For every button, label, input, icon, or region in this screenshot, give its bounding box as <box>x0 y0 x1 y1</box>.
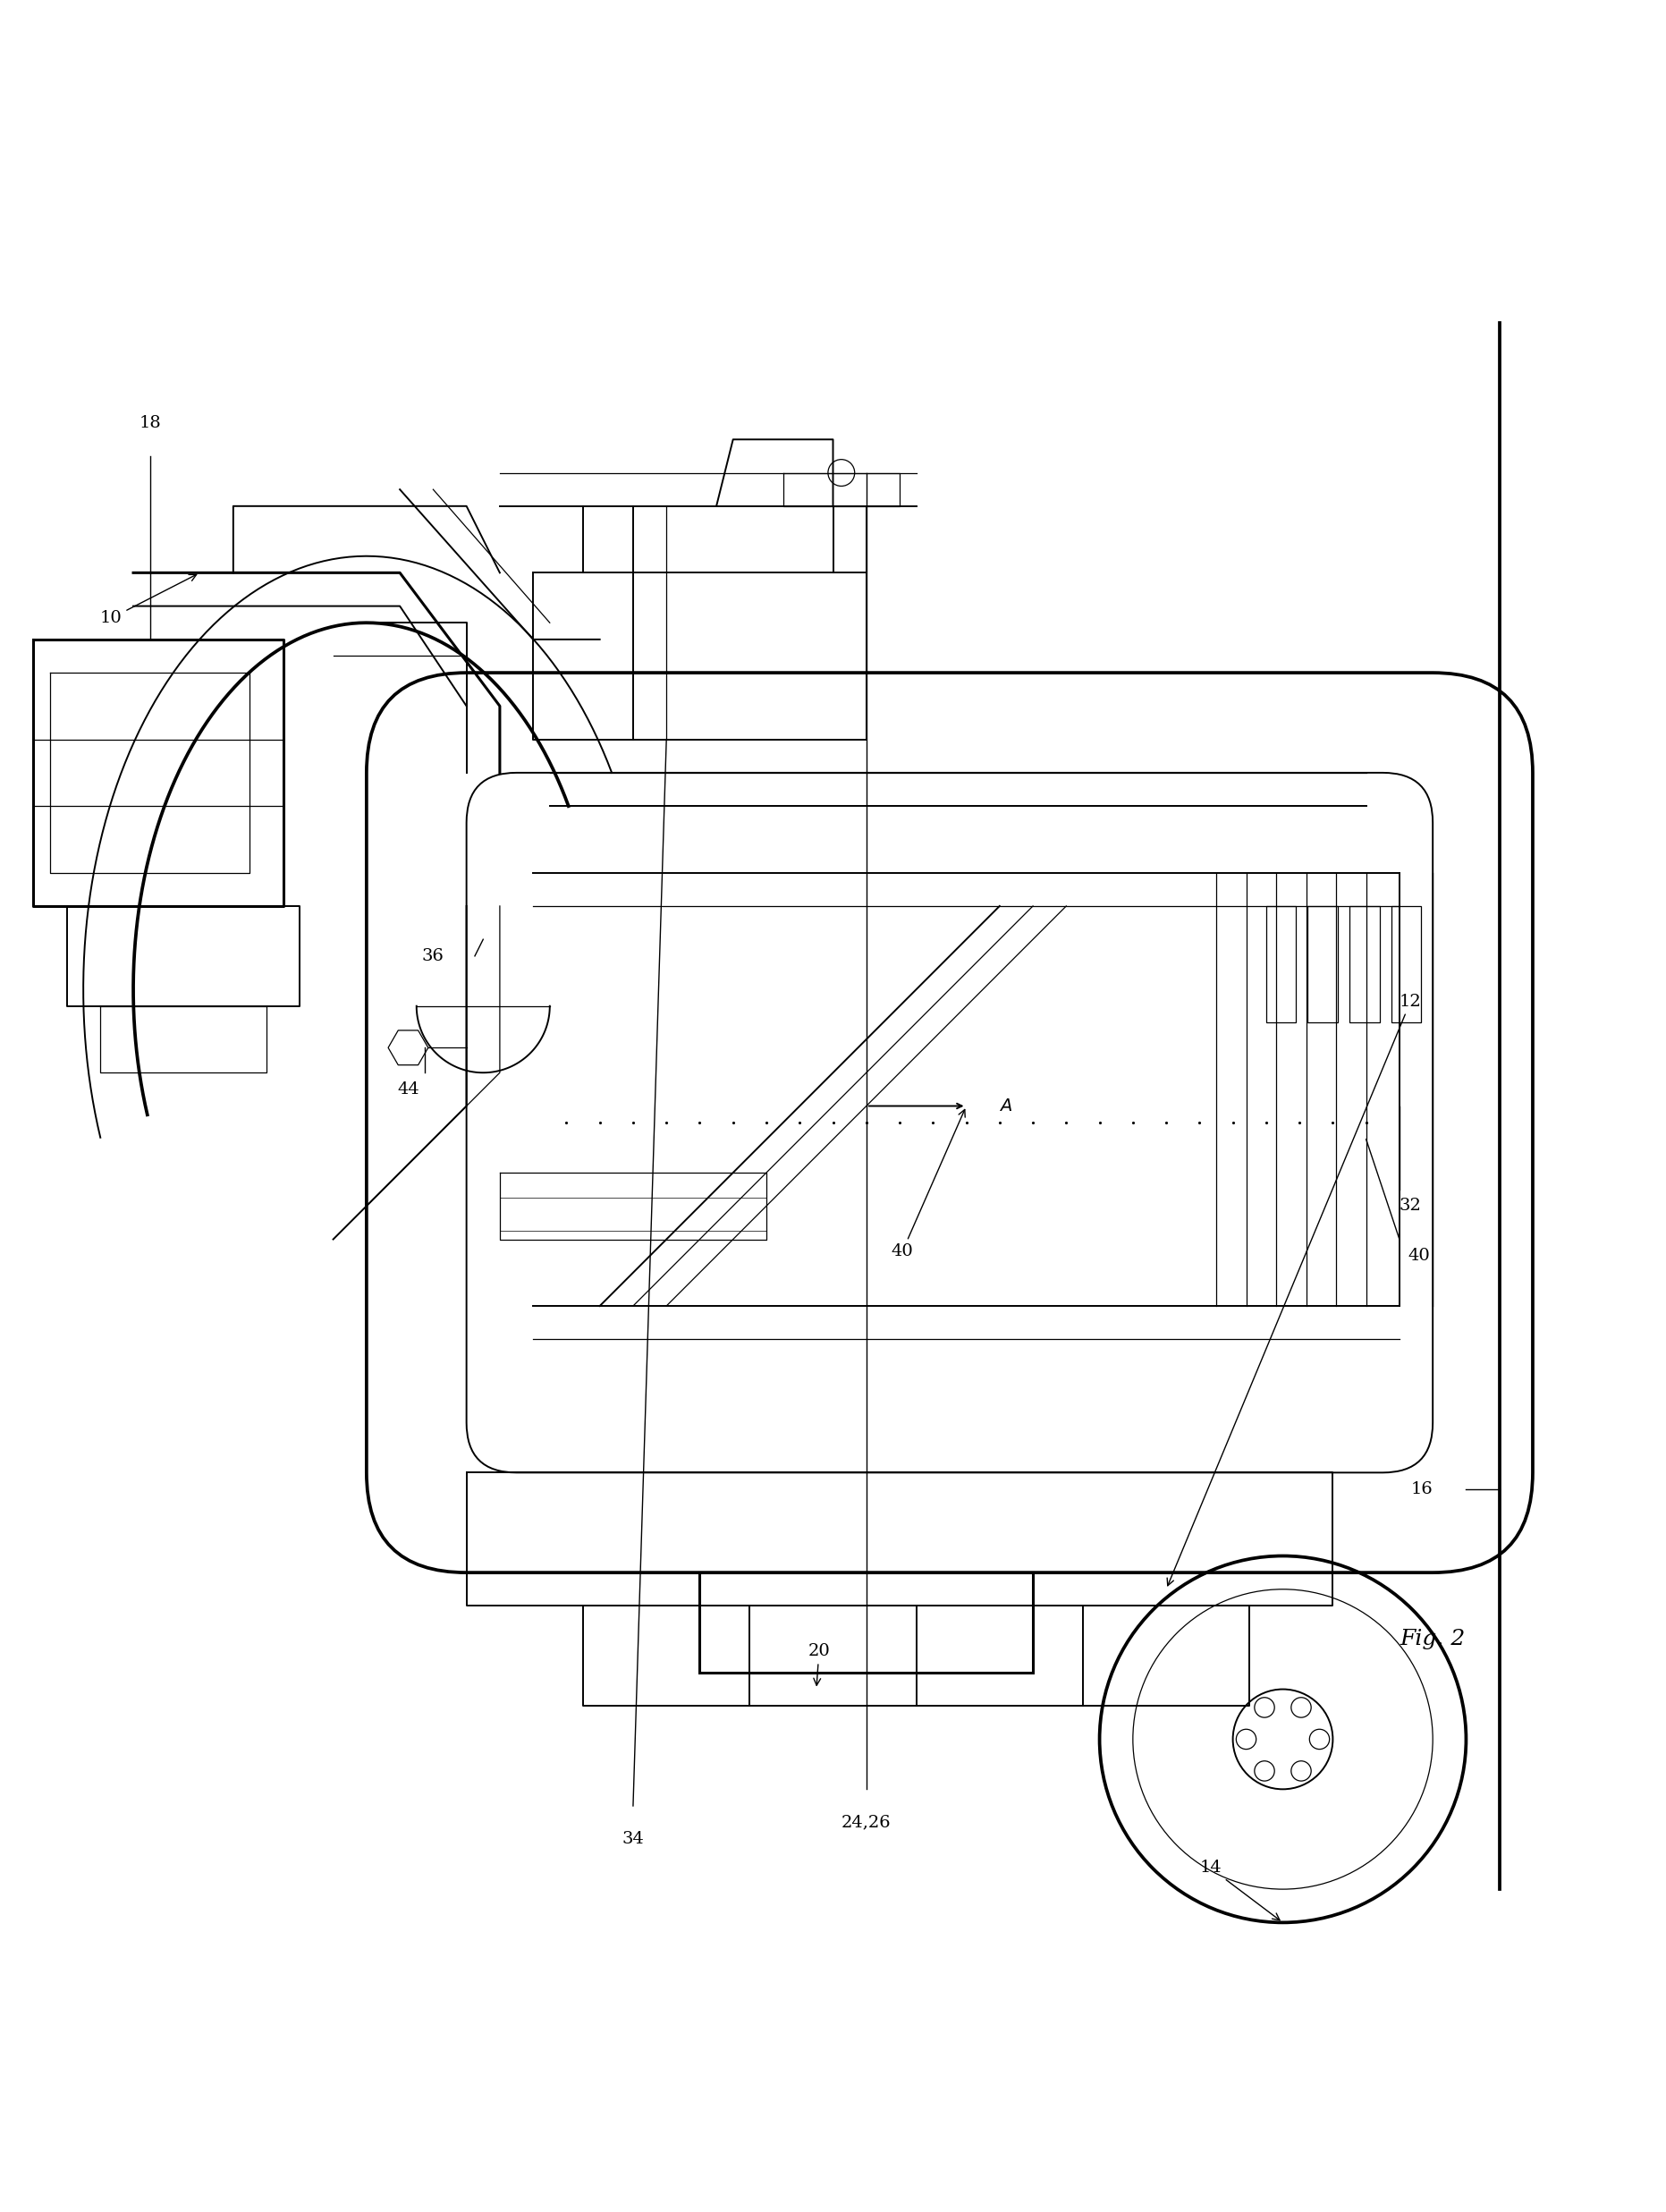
Text: A: A <box>1000 1097 1011 1115</box>
Bar <box>1266 907 1296 1022</box>
FancyBboxPatch shape <box>466 772 1433 1473</box>
Text: 20: 20 <box>808 1644 830 1686</box>
Text: 16: 16 <box>1411 1482 1433 1498</box>
Text: Fig. 2: Fig. 2 <box>1399 1628 1466 1650</box>
Text: 44: 44 <box>397 1082 420 1097</box>
Text: 24,26: 24,26 <box>841 1814 891 1832</box>
Bar <box>1308 907 1338 1022</box>
Polygon shape <box>700 1573 1033 1672</box>
Text: 32: 32 <box>1399 1199 1421 1214</box>
Text: 12: 12 <box>1168 993 1421 1586</box>
Bar <box>1349 907 1379 1022</box>
Bar <box>1391 907 1421 1022</box>
Text: 18: 18 <box>138 414 162 431</box>
Text: 34: 34 <box>621 1832 645 1847</box>
Text: 10: 10 <box>100 575 197 626</box>
Text: 36: 36 <box>421 949 445 964</box>
Text: 14: 14 <box>1200 1860 1279 1920</box>
FancyBboxPatch shape <box>367 672 1533 1573</box>
Text: 40: 40 <box>891 1110 965 1259</box>
Text: 40: 40 <box>1408 1248 1429 1263</box>
